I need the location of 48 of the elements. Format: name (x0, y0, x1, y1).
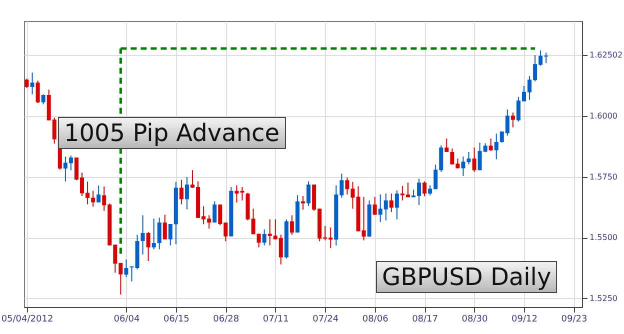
candlestick (494, 133, 498, 160)
candlestick (394, 190, 399, 220)
candlestick (184, 176, 189, 210)
candlestick (30, 72, 34, 95)
x-tick-label: 07/11 (262, 314, 289, 324)
candlestick (306, 180, 311, 206)
candlestick (152, 218, 156, 250)
candlestick (301, 196, 305, 210)
candlestick (372, 196, 377, 216)
candlestick (510, 112, 515, 128)
x-tick-label: 08/17 (412, 314, 438, 324)
candlestick (179, 179, 184, 205)
candlestick (362, 196, 366, 241)
x-tick-label: 06/28 (213, 314, 240, 324)
annotation: GBPUSD Daily (376, 261, 558, 293)
candlestick (212, 200, 217, 224)
candlestick (96, 185, 101, 203)
candlestick (472, 147, 476, 172)
x-tick-label: 09/12 (512, 314, 538, 324)
candlestick (262, 228, 266, 246)
candlestick (389, 193, 394, 213)
candlestick (168, 224, 172, 246)
candlestick (146, 232, 150, 262)
candlestick (290, 214, 294, 236)
candlestick (422, 180, 427, 197)
y-tick-label: 1.5250 (590, 294, 618, 303)
x-tick-label: 06/15 (163, 314, 190, 324)
candlestick (488, 138, 493, 152)
y-tick-label: 1.6000 (590, 111, 618, 120)
x-tick-label: 09/23 (561, 314, 588, 324)
y-tick-label: 1.5500 (590, 233, 618, 242)
candlestick (124, 259, 128, 278)
candlestick (130, 266, 134, 282)
x-tick-label: 05/04/2012 (1, 314, 54, 324)
candlestick (140, 214, 145, 255)
candlestick (24, 78, 29, 88)
candlestick (162, 214, 167, 240)
x-tick-label: 07/24 (312, 314, 339, 324)
x-tick-label: 06/04 (114, 314, 140, 324)
candlestick (36, 80, 40, 104)
candlestick (157, 217, 162, 250)
x-tick-label: 08/30 (462, 314, 488, 324)
y-tick-label: 1.62502 (590, 50, 623, 60)
x-tick-label: 08/06 (362, 314, 389, 324)
candlestick (41, 94, 46, 105)
annotation: 1005 Pip Advance (58, 117, 286, 149)
candlestick (444, 138, 449, 152)
y-tick-label: 1.5750 (590, 172, 618, 182)
